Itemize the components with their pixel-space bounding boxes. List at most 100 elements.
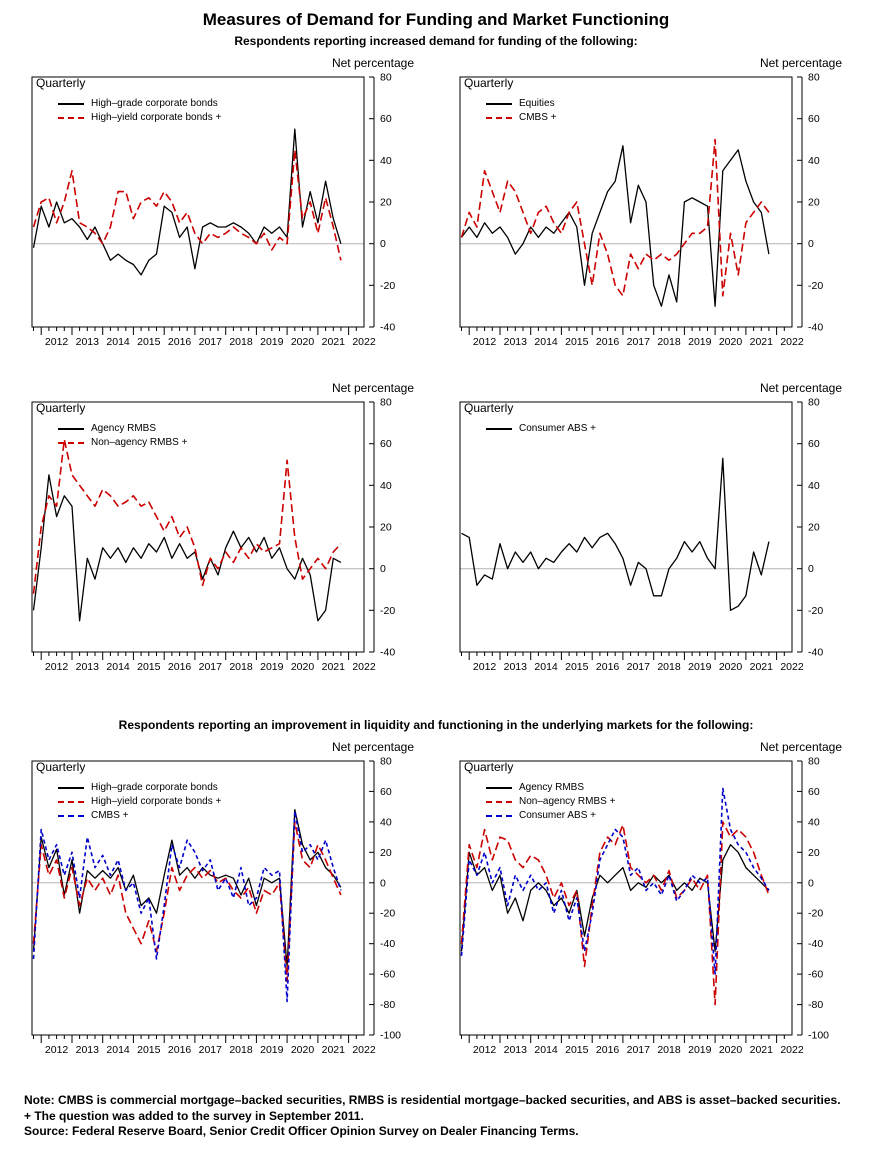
y-tick-label: 0	[808, 238, 814, 250]
chart-legend: Agency RMBS Non–agency RMBS + Consumer ABS…	[486, 782, 615, 821]
page-title: Measures of Demand for Funding and Marke…	[202, 10, 670, 29]
x-tick-label: 2015	[137, 661, 161, 673]
x-tick-label: 2016	[596, 336, 620, 348]
legend-swatch	[58, 102, 84, 105]
y-tick-label: 0	[380, 238, 386, 250]
y-tick-label: 40	[808, 155, 820, 167]
legend-label: Non–agency RMBS +	[519, 796, 616, 807]
legend-item: Agency RMBS	[486, 782, 615, 793]
plot-frame	[459, 76, 793, 328]
source-label: Source:	[24, 1124, 69, 1139]
series-line	[460, 787, 770, 975]
y-tick-label: 60	[808, 786, 820, 798]
legend-label: Equities	[519, 98, 555, 109]
y-tick-label: 20	[380, 522, 392, 534]
x-tick-label: 2018	[229, 336, 253, 348]
legend-swatch	[486, 786, 512, 789]
funding-corporate-bonds-chart: -40 -20 0 20 40 60 80 2012 2013 2014 2015 2016 2017 2…	[31, 72, 395, 348]
x-tick-label: 2018	[657, 336, 681, 348]
series-line	[32, 474, 342, 622]
y-tick-label: 60	[808, 113, 820, 125]
y-tick-label: 40	[380, 155, 392, 167]
y-axis-title: Net percentage	[331, 381, 414, 395]
notes: Note: CMBS is commercial mortgage–backed…	[24, 1093, 848, 1140]
legend-item: Equities	[486, 98, 557, 109]
legend-swatch	[58, 441, 84, 444]
y-tick-label: 60	[380, 438, 392, 450]
legend-label: Agency RMBS	[91, 423, 157, 434]
legend-label: CMBS +	[519, 112, 557, 123]
y-tick-label: 60	[808, 438, 820, 450]
funding-rmbs-chart: -40 -20 0 20 40 60 80 2012 2013 2014 2015 2016 2017 2…	[31, 397, 395, 673]
legend-item: High–grade corporate bonds	[58, 782, 221, 793]
x-tick-label: 2013	[504, 1044, 528, 1056]
legend-item: Non–agency RMBS +	[486, 796, 615, 807]
legend-item: Agency RMBS	[58, 423, 187, 434]
x-tick-label: 2020	[719, 1044, 743, 1056]
legend-label: CMBS +	[91, 810, 129, 821]
frequency-label: Quarterly	[36, 401, 86, 415]
source-line: Source: Federal Reserve Board, Senior Cr…	[24, 1124, 848, 1140]
y-tick-label: 0	[808, 563, 814, 575]
plus-note-line: + The question was added to the survey i…	[24, 1108, 364, 1123]
x-tick-label: 2022	[352, 661, 376, 673]
x-tick-label: 2012	[45, 661, 69, 673]
frequency-label: Quarterly	[464, 760, 514, 774]
series-line	[32, 821, 342, 983]
plot-area: -100 -80 -60 -40 -20 0 20 40 60 80 2012 2013 2014 201…	[22, 755, 422, 1077]
note-text: CMBS is commercial mortgage–backed secur…	[54, 1093, 841, 1107]
x-tick-label: 2012	[473, 661, 497, 673]
frequency-label: Quarterly	[36, 760, 86, 774]
panel-liquidity-corporate-bonds-cmbs: Net percentage -100 -80 -60 -40 -20 0 20 40 60 80…	[22, 740, 422, 1077]
y-tick-label: -100	[808, 1030, 829, 1042]
note-label: Note:	[24, 1093, 55, 1107]
x-tick-label: 2022	[780, 336, 804, 348]
y-tick-label: -80	[380, 999, 395, 1011]
y-tick-label: 80	[380, 397, 392, 409]
y-tick-label: 80	[380, 756, 392, 768]
x-tick-label: 2016	[168, 1044, 192, 1056]
legend-swatch	[486, 427, 512, 430]
legend-label: High–grade corporate bonds	[91, 782, 218, 793]
legend-swatch	[486, 116, 512, 119]
y-tick-label: 40	[808, 816, 820, 828]
x-tick-label: 2022	[352, 336, 376, 348]
x-tick-label: 2012	[45, 336, 69, 348]
y-axis-title: Net percentage	[759, 56, 842, 70]
y-tick-label: -20	[808, 280, 823, 292]
series-line	[32, 438, 342, 594]
series-line	[32, 810, 342, 1003]
y-tick-label: -20	[380, 605, 395, 617]
y-tick-label: 0	[808, 877, 814, 889]
x-tick-label: 2019	[260, 336, 284, 348]
legend-label: Non–agency RMBS +	[91, 437, 188, 448]
funding-equities-cmbs-chart: -40 -20 0 20 40 60 80 2012 2013 2014 2015 2016 2017 2…	[459, 72, 823, 348]
plot-frame	[31, 76, 365, 328]
y-tick-label: -40	[808, 938, 823, 950]
frequency-label: Quarterly	[464, 76, 514, 90]
x-tick-label: 2019	[260, 661, 284, 673]
plot-frame	[459, 760, 793, 1036]
y-tick-label: 40	[380, 480, 392, 492]
panel-funding-equities-cmbs: Net percentage -40 -20 0 20 40 60 80 2012 2013 20…	[450, 56, 850, 369]
x-tick-label: 2020	[291, 1044, 315, 1056]
x-tick-label: 2014	[534, 336, 558, 348]
plot-area: -40 -20 0 20 40 60 80 2012 2013 2014 2015 2016 2017 2…	[450, 71, 850, 369]
x-tick-label: 2018	[229, 1044, 253, 1056]
chart-legend: Agency RMBS Non–agency RMBS +	[58, 423, 187, 448]
legend-item: High–yield corporate bonds +	[58, 796, 221, 807]
y-tick-label: -20	[380, 908, 395, 920]
y-tick-label: -60	[808, 969, 823, 981]
legend-item: Consumer ABS +	[486, 423, 596, 434]
y-tick-label: 40	[380, 816, 392, 828]
x-tick-label: 2016	[596, 1044, 620, 1056]
liquidity-corporate-bonds-cmbs-chart: -100 -80 -60 -40 -20 0 20 40 60 80 2012 2013 2014 201…	[31, 756, 401, 1056]
x-tick-label: 2021	[322, 661, 346, 673]
x-tick-label: 2017	[199, 661, 223, 673]
panel-funding-corporate-bonds: Net percentage -40 -20 0 20 40 60 80 2012 2013 20…	[22, 56, 422, 369]
x-tick-label: 2021	[322, 1044, 346, 1056]
x-tick-label: 2019	[688, 336, 712, 348]
legend-label: Agency RMBS	[519, 782, 585, 793]
legend-label: High–yield corporate bonds +	[91, 112, 222, 123]
panel-funding-rmbs: Net percentage -40 -20 0 20 40 60 80 2012 2013 20…	[22, 381, 422, 694]
